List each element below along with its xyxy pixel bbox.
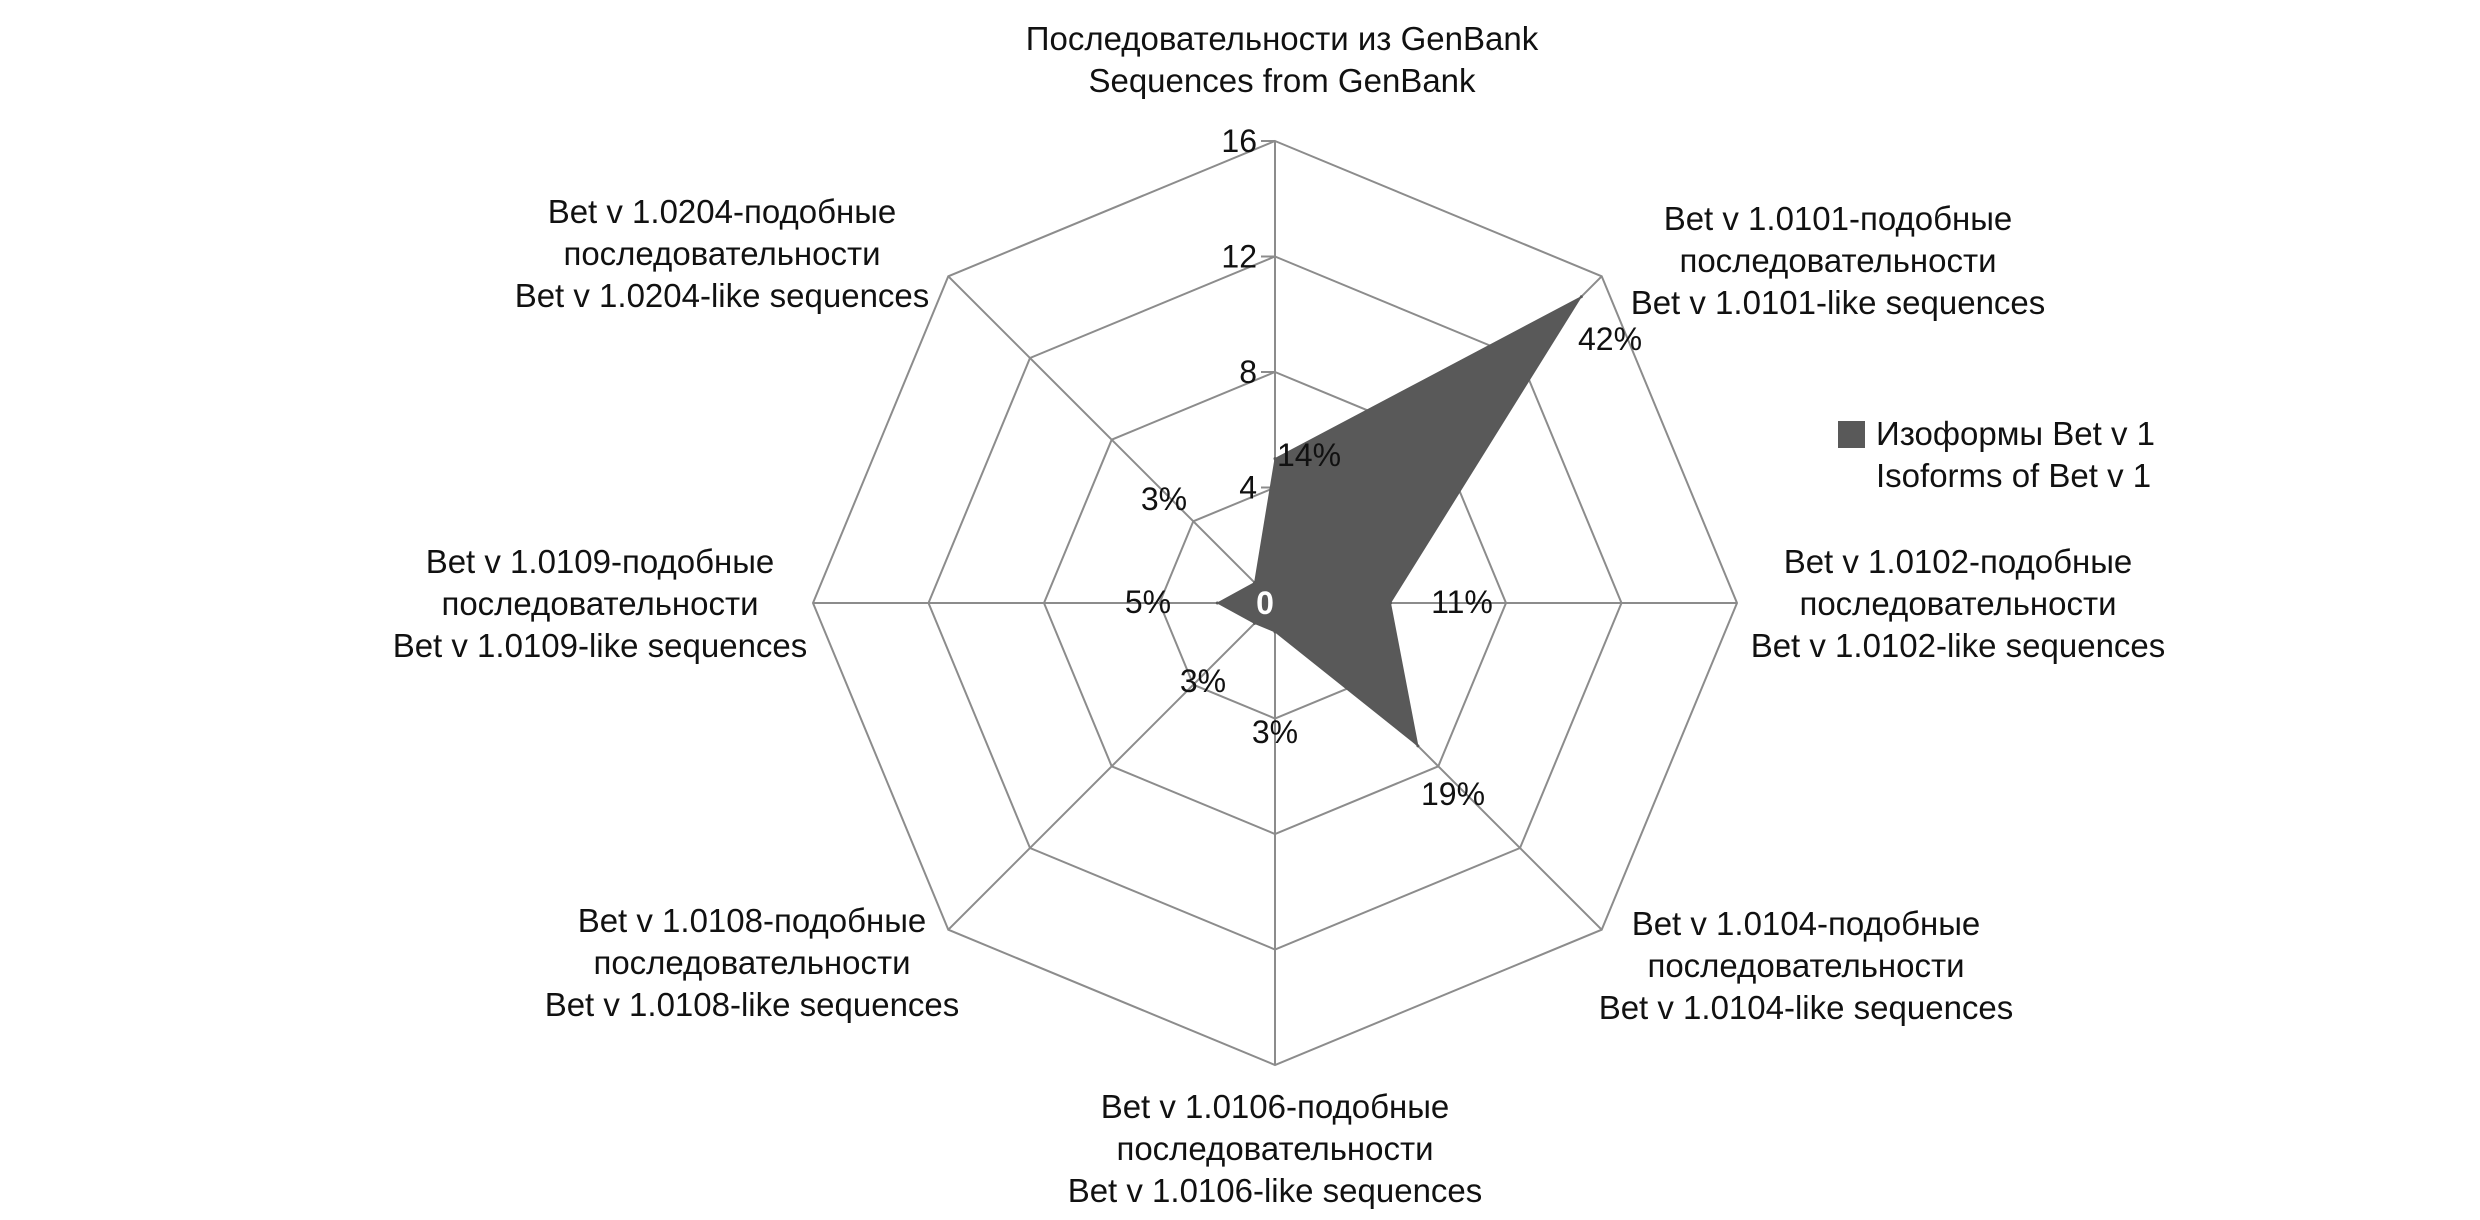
data-point	[1389, 601, 1392, 605]
tick-label: 16	[1221, 123, 1257, 159]
tick-label: 4	[1239, 470, 1257, 506]
data-label: 42%	[1578, 321, 1642, 357]
category-label: Последовательности из GenBank Sequences f…	[1026, 20, 1539, 99]
data-point	[1253, 581, 1257, 585]
label-line: Bet v 1.0204-like sequences	[515, 277, 930, 314]
legend-label: Изоформы Bet v 1 Isoforms of Bet v 1	[1876, 415, 2155, 494]
category-label: Bet v 1.0106-подобные последовательности B…	[1068, 1088, 1483, 1209]
label-line: последовательности	[1799, 585, 2116, 622]
tick-label: 12	[1221, 239, 1257, 275]
label-line: Isoforms of Bet v 1	[1876, 457, 2151, 494]
data-label: 3%	[1141, 481, 1187, 517]
data-label: 11%	[1431, 584, 1493, 620]
legend-swatch	[1838, 421, 1865, 448]
label-line: Bet v 1.0104-подобные	[1632, 905, 1981, 942]
label-line: Bet v 1.0104-like sequences	[1599, 989, 2014, 1026]
data-label: 5%	[1125, 584, 1171, 620]
tick-label: 8	[1239, 354, 1257, 390]
label-line: Bet v 1.0106-like sequences	[1068, 1172, 1483, 1209]
category-label: Bet v 1.0102-подобные последовательности B…	[1751, 543, 2166, 664]
category-label: Bet v 1.0204-подобные последовательности B…	[515, 193, 930, 314]
legend: Изоформы Bet v 1 Isoforms of Bet v 1	[1838, 415, 2155, 494]
label-line: Последовательности из GenBank	[1026, 20, 1539, 57]
data-label: 14%	[1277, 437, 1341, 473]
spoke-line	[947, 275, 1276, 604]
label-line: Sequences from GenBank	[1088, 62, 1476, 99]
data-label: 19%	[1421, 776, 1485, 812]
data-point	[1215, 601, 1219, 605]
data-labels: 14% 42% 11% 19% 3% 3% 5% 3%	[1125, 321, 1642, 812]
label-line: последовательности	[563, 235, 880, 272]
radar-series	[1215, 295, 1583, 748]
label-line: последовательности	[1116, 1130, 1433, 1167]
category-label: Bet v 1.0108-подобные последовательности B…	[545, 902, 960, 1023]
category-label: Bet v 1.0109-подобные последовательности B…	[393, 543, 808, 664]
label-line: Bet v 1.0101-like sequences	[1631, 284, 2046, 321]
series-area	[1216, 295, 1583, 748]
label-line: Bet v 1.0106-подобные	[1101, 1088, 1450, 1125]
label-line: последовательности	[1679, 242, 1996, 279]
category-labels: Последовательности из GenBank Sequences f…	[393, 20, 2166, 1209]
data-label: 3%	[1252, 714, 1298, 750]
data-point	[1253, 621, 1257, 625]
label-line: Bet v 1.0108-подобные	[578, 902, 927, 939]
label-line: Bet v 1.0102-подобные	[1784, 543, 2133, 580]
spoke-line	[947, 602, 1276, 931]
tick-label: 0	[1256, 585, 1274, 621]
data-point	[1273, 457, 1277, 461]
label-line: Изоформы Bet v 1	[1876, 415, 2155, 452]
label-line: последовательности	[441, 585, 758, 622]
data-point	[1416, 744, 1420, 748]
data-point	[1579, 295, 1583, 299]
label-line: Bet v 1.0108-like sequences	[545, 986, 960, 1023]
category-label: Bet v 1.0101-подобные последовательности B…	[1631, 200, 2046, 321]
category-label: Bet v 1.0104-подобные последовательности B…	[1599, 905, 2014, 1026]
label-line: Bet v 1.0102-like sequences	[1751, 627, 2166, 664]
label-line: Bet v 1.0109-like sequences	[393, 627, 808, 664]
label-line: Bet v 1.0204-подобные	[548, 193, 897, 230]
label-line: Bet v 1.0101-подобные	[1664, 200, 2013, 237]
label-line: последовательности	[1647, 947, 1964, 984]
radial-axis-ticks: 0 4 8 12 16	[1221, 123, 1273, 621]
label-line: последовательности	[593, 944, 910, 981]
label-line: Bet v 1.0109-подобные	[426, 543, 775, 580]
data-label: 3%	[1180, 663, 1226, 699]
data-point	[1273, 630, 1277, 634]
